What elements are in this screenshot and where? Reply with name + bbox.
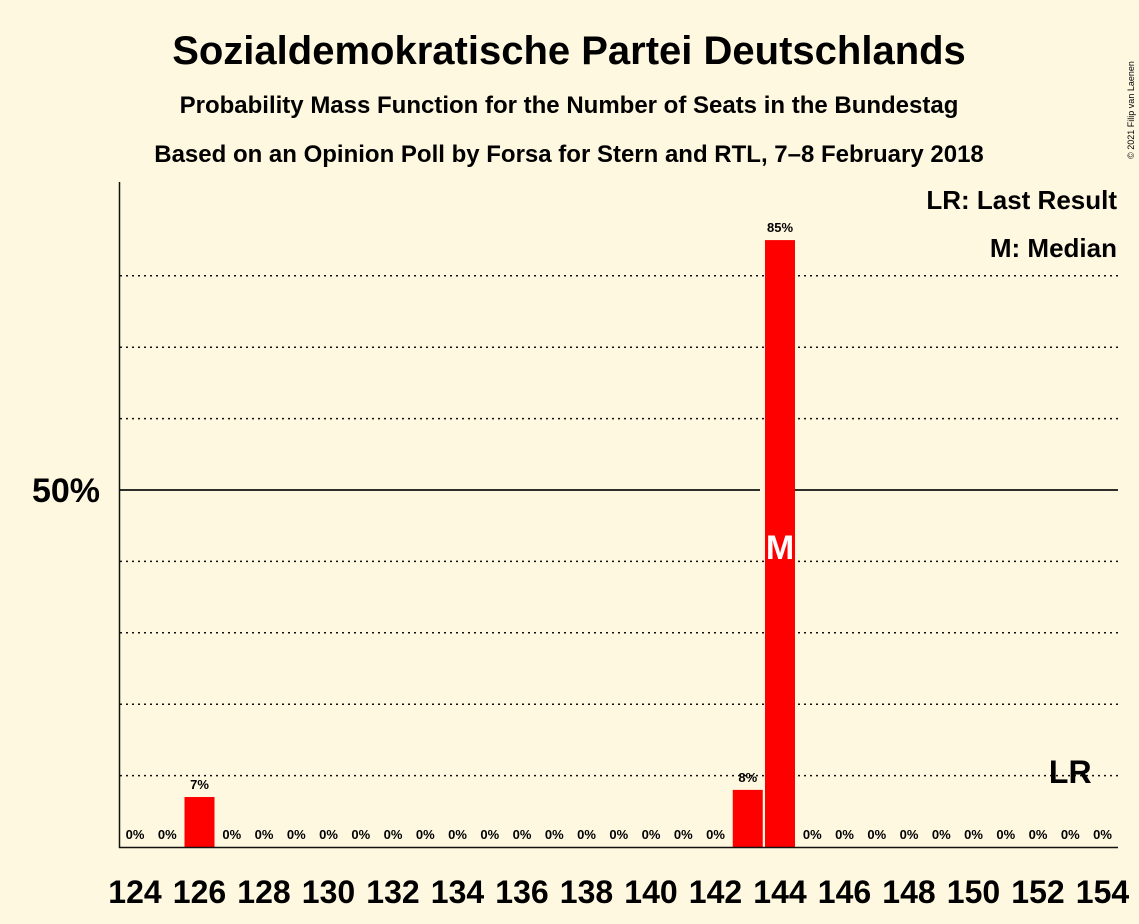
x-tick-label: 146 (818, 874, 871, 910)
bars (184, 240, 795, 848)
data-label: 0% (1093, 827, 1112, 842)
y-axis-ticks: 50% (32, 472, 100, 510)
data-label: 0% (416, 827, 435, 842)
data-label: 0% (1061, 827, 1080, 842)
bar (765, 240, 795, 848)
last-result-marker: LR (1049, 754, 1092, 790)
x-tick-label: 142 (689, 874, 742, 910)
data-labels: 0% 0% 7% 0% 0% 0% 0% 0% 0% 0% 0% 0% 0% 0% 0% 0% 0% 0% 0% 8%… (126, 220, 1113, 842)
data-label: 0% (996, 827, 1015, 842)
data-label: 0% (803, 827, 822, 842)
data-label: 0% (480, 827, 499, 842)
x-tick-label: 130 (302, 874, 355, 910)
x-tick-label: 140 (624, 874, 677, 910)
x-tick-label: 144 (753, 874, 807, 910)
data-label: 0% (642, 827, 661, 842)
data-label: 85% (767, 220, 793, 235)
data-label: 0% (964, 827, 983, 842)
data-label: 0% (867, 827, 886, 842)
data-label: 0% (932, 827, 951, 842)
x-tick-label: 154 (1076, 874, 1130, 910)
data-label: 0% (351, 827, 370, 842)
data-label: 0% (674, 827, 693, 842)
legend-median: M: Median (990, 233, 1117, 263)
legend-last-result: LR: Last Result (926, 185, 1117, 215)
data-label: 0% (255, 827, 274, 842)
data-label: 0% (609, 827, 628, 842)
x-tick-label: 138 (560, 874, 613, 910)
x-tick-label: 128 (237, 874, 290, 910)
median-marker: M (766, 529, 794, 567)
bar (184, 797, 215, 847)
chart-source: Based on an Opinion Poll by Forsa for St… (154, 141, 984, 168)
copyright-credit: © 2021 Filip van Laenen (1126, 61, 1136, 159)
x-tick-label: 136 (495, 874, 548, 910)
data-label: 0% (577, 827, 596, 842)
data-label: 0% (222, 827, 241, 842)
x-tick-label: 150 (947, 874, 1000, 910)
bar (732, 789, 763, 847)
x-tick-label: 152 (1011, 874, 1064, 910)
x-tick-label: 124 (108, 874, 162, 910)
data-label: 7% (190, 777, 209, 792)
data-label: 0% (448, 827, 467, 842)
chart-subtitle: Probability Mass Function for the Number… (180, 92, 959, 119)
data-label: 0% (287, 827, 306, 842)
gridlines (120, 275, 1118, 777)
x-tick-label: 148 (882, 874, 935, 910)
data-label: 8% (738, 770, 757, 785)
data-label: 0% (835, 827, 854, 842)
x-tick-label: 126 (173, 874, 226, 910)
data-label: 0% (900, 827, 919, 842)
x-axis-ticks: 124 126 128 130 132 134 136 138 140 142 144 146 148 1… (108, 874, 1129, 910)
data-label: 0% (1029, 827, 1048, 842)
chart-title: Sozialdemokratische Partei Deutschlands (172, 29, 966, 73)
data-label: 0% (158, 827, 177, 842)
data-label: 0% (545, 827, 564, 842)
data-label: 0% (126, 827, 145, 842)
data-label: 0% (513, 827, 532, 842)
data-label: 0% (706, 827, 725, 842)
x-tick-label: 134 (431, 874, 485, 910)
data-label: 0% (319, 827, 338, 842)
x-tick-label: 132 (366, 874, 419, 910)
data-label: 0% (384, 827, 403, 842)
gridline-gap (760, 488, 765, 492)
y-tick-label: 50% (32, 472, 100, 510)
